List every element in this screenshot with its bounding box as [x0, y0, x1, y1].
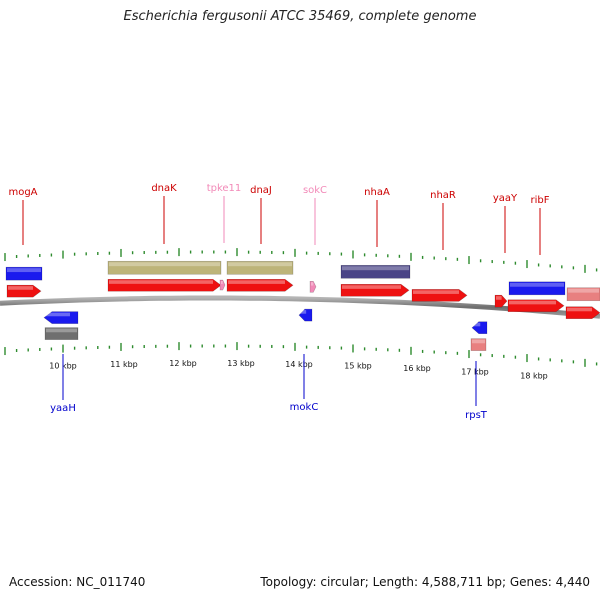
- topology-summary: Topology: circular; Length: 4,588,711 bp…: [260, 575, 590, 589]
- kbp-tick-label: 18 kbp: [520, 372, 548, 381]
- gene-dnaK: [107, 278, 222, 292]
- feature-olive-dnaJ: [226, 260, 294, 275]
- map-title: Escherichia fergusonii ATCC 35469, compl…: [123, 9, 477, 24]
- feature-gray-yaaH-highlight: [46, 328, 77, 333]
- label-sokC: sokC: [303, 185, 327, 196]
- label-ribF: ribF: [531, 195, 550, 206]
- kbp-tick-label: 12 kbp: [169, 359, 197, 368]
- gene-yaaY-highlight: [496, 296, 502, 300]
- feature-blue-mogA: [5, 266, 43, 281]
- genome-backbone: [0, 295, 600, 319]
- gene-yaaY: [494, 294, 508, 308]
- kbp-tick-label: 14 kbp: [285, 360, 313, 369]
- label-dnaK: dnaK: [151, 183, 177, 194]
- feature-olive-dnaK-highlight: [109, 262, 220, 267]
- gene-nhaA: [340, 283, 410, 297]
- feature-olive-dnaK: [107, 260, 222, 275]
- feature-purple-nhaA: [340, 264, 411, 279]
- gene-mokC-highlight: [300, 310, 307, 314]
- kbp-tick-label: 16 kbp: [403, 364, 431, 373]
- label-yaaY: yaaY: [493, 193, 518, 204]
- label-mokC: mokC: [290, 402, 319, 413]
- label-mogA: mogA: [8, 187, 37, 198]
- kbp-tick-label: 11 kbp: [110, 360, 138, 369]
- gene-tpke11: [219, 279, 226, 291]
- gene-dnaJ: [226, 279, 294, 292]
- feature-gray-yaaH: [44, 327, 79, 340]
- label-rpsT: rpsT: [465, 410, 488, 421]
- label-nhaA: nhaA: [364, 187, 390, 198]
- gene-yaaH-highlight: [45, 312, 70, 317]
- gene-ribF-highlight: [509, 300, 556, 305]
- gene-ribF: [507, 299, 565, 313]
- accession-text: Accession: NC_011740: [9, 575, 146, 589]
- feature-salmon-right: [566, 287, 600, 302]
- gene-yaaH: [43, 311, 79, 324]
- gene-dnaJ-highlight: [228, 280, 285, 284]
- gene-nhaA-highlight: [342, 285, 401, 289]
- gene-tpke11-highlight: [221, 281, 223, 285]
- feature-salmon-right-highlight: [568, 288, 599, 293]
- feature-blue-ribF: [508, 281, 566, 296]
- kbp-tick-label: 17 kbp: [461, 367, 489, 376]
- feature-blue-ribF-highlight: [510, 282, 564, 287]
- feature-salmon-rpsT-highlight: [472, 339, 485, 344]
- label-tpke11: tpke11: [207, 183, 242, 194]
- feature-purple-nhaA-highlight: [342, 266, 409, 271]
- label-nhaR: nhaR: [430, 190, 456, 201]
- gene-sokC-highlight: [311, 282, 314, 286]
- gene-mogA: [6, 284, 42, 298]
- gene-right-edge-highlight: [567, 307, 592, 312]
- gene-mogA-highlight: [8, 286, 33, 290]
- feature-salmon-rpsT: [470, 338, 487, 351]
- gene-dnaK-highlight: [109, 280, 213, 284]
- gene-right-edge: [565, 306, 600, 319]
- kbp-tick-label: 15 kbp: [344, 362, 372, 371]
- label-yaaH: yaaH: [50, 403, 76, 414]
- label-dnaJ: dnaJ: [250, 185, 272, 196]
- gene-rpsT-highlight: [473, 322, 481, 327]
- feature-blue-mogA-highlight: [7, 268, 41, 273]
- gene-nhaR: [411, 289, 468, 302]
- kbp-tick-label: 13 kbp: [227, 359, 255, 368]
- gene-nhaR-highlight: [413, 290, 459, 294]
- gene-sokC: [309, 280, 317, 293]
- gene-mokC: [298, 308, 313, 322]
- gene-rpsT: [471, 321, 488, 335]
- feature-olive-dnaJ-highlight: [228, 262, 292, 267]
